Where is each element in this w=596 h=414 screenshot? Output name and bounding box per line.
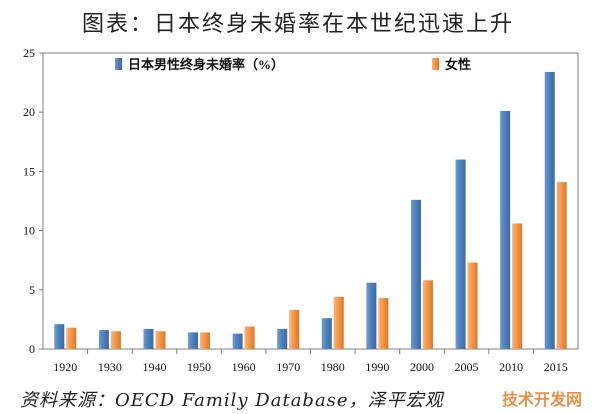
bar-female (556, 182, 567, 349)
bar-male (188, 332, 199, 349)
bar-male (143, 328, 154, 349)
plot-frame (42, 52, 579, 350)
x-tick-label: 1940 (142, 360, 166, 374)
legend-swatch-female (432, 58, 439, 70)
bar-male (232, 333, 243, 349)
y-tick-label: 5 (29, 283, 35, 297)
bar-female (155, 331, 166, 349)
bar-female (110, 331, 121, 349)
bar-female (378, 298, 389, 349)
bar-male (366, 282, 377, 349)
legend-label-female: 女性 (445, 57, 471, 72)
bar-female (422, 280, 433, 349)
source-note: 资料来源：OECD Family Database，泽平宏观 (20, 390, 444, 411)
legend-label-male: 日本男性终身未婚率（%） (128, 57, 284, 72)
x-tick-label: 1990 (365, 360, 389, 374)
bar-male (277, 328, 288, 349)
bar-male (455, 159, 466, 349)
bar-female (66, 327, 77, 349)
chart-area: 0 5 10 15 20 25 1920 1930 1940 1950 1960 1970 1980 19… (0, 38, 596, 378)
x-tick-label: 1980 (321, 360, 345, 374)
x-tick-label: 2005 (455, 360, 479, 374)
watermark-logo: 技术开发网 (501, 390, 582, 409)
x-tick-label: 1930 (98, 360, 122, 374)
y-tick-label: 15 (23, 164, 35, 178)
page-title: 图表：日本终身未婚率在本世纪迅速上升 (81, 12, 514, 37)
bar-female (289, 309, 300, 349)
bar-male (410, 199, 421, 349)
x-tick-label: 1920 (53, 360, 77, 374)
legend-swatch-male (115, 58, 122, 70)
y-tick-label: 10 (23, 224, 35, 238)
x-tick-label: 1970 (276, 360, 300, 374)
x-tick-label: 2010 (499, 360, 523, 374)
bar-chart: 0 5 10 15 20 25 1920 1930 1940 1950 1960 1970 1980 19… (23, 46, 579, 374)
y-tick-label: 25 (23, 46, 35, 60)
bar-female (244, 326, 255, 349)
x-tick-label: 1950 (187, 360, 211, 374)
bar-male (321, 318, 332, 349)
x-tick-label: 2000 (410, 360, 434, 374)
y-tick-label: 20 (23, 105, 35, 119)
y-tick-label: 0 (29, 342, 35, 356)
x-tick-label: 2015 (544, 360, 568, 374)
bar-female (333, 296, 344, 349)
x-tick-label: 1960 (232, 360, 256, 374)
bar-male (500, 111, 511, 350)
bar-female (200, 332, 211, 349)
bar-female (512, 223, 523, 349)
bar-male (98, 330, 109, 349)
bar-male (54, 324, 65, 349)
bar-male (544, 71, 555, 349)
bar-female (467, 262, 478, 349)
